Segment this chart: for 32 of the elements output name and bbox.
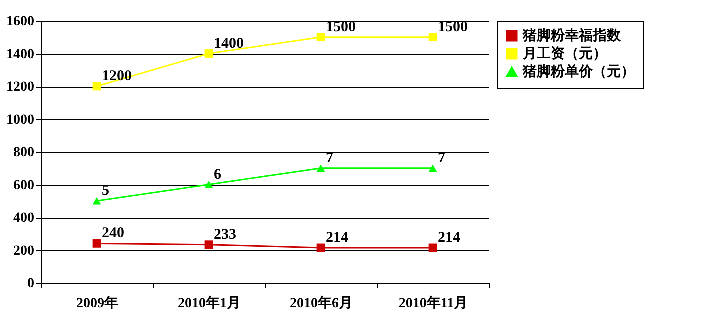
x-tick-label: 2010年6月	[290, 296, 353, 312]
legend-label: 猪脚粉幸福指数	[522, 27, 622, 44]
data-label: 214	[326, 230, 349, 246]
legend-label: 月工资（元）	[522, 46, 607, 62]
x-tick-label: 2010年1月	[178, 296, 241, 312]
point	[92, 240, 102, 248]
x-tick-label: 2009年	[76, 296, 118, 312]
y-tick-label: 1400	[6, 47, 34, 62]
data-label: 233	[214, 226, 236, 243]
point	[204, 50, 214, 58]
data-label: 1500	[326, 19, 356, 36]
y-tick-label: 800	[14, 146, 34, 160]
data-label: 1500	[438, 19, 468, 36]
data-label: 214	[438, 230, 461, 246]
data-label: 240	[102, 226, 124, 242]
point	[428, 33, 438, 42]
data-label: 1400	[214, 36, 244, 52]
y-tick-label: 0	[28, 276, 34, 292]
y-tick-label: 200	[14, 244, 34, 259]
y-tick-label: 1600	[6, 14, 34, 30]
legend-label: 猪脚粉单价（元）	[522, 64, 635, 80]
point	[316, 33, 326, 42]
y-tick-label: 600	[14, 178, 34, 194]
point	[428, 244, 438, 252]
point	[316, 244, 326, 252]
data-label: 6	[214, 166, 222, 183]
y-tick-label: 400	[14, 211, 34, 226]
y-tick-label: 1200	[6, 80, 34, 95]
x-tick-label: 2010年11月	[398, 296, 468, 312]
point	[92, 82, 102, 91]
y-tick-label: 1000	[6, 112, 34, 128]
point	[204, 240, 214, 250]
